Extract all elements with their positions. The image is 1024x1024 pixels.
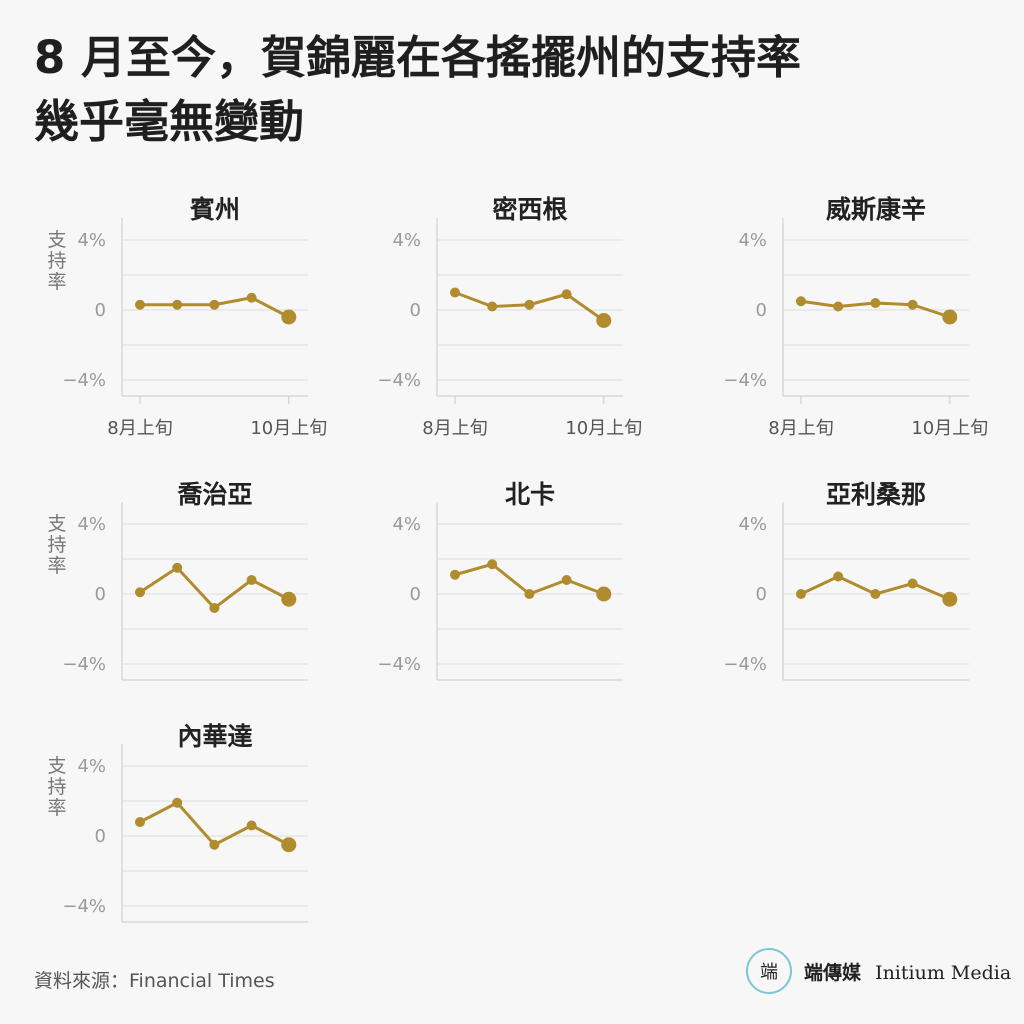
y-tick-label: −4% [723, 654, 767, 675]
panel-title: 賓州 [189, 195, 240, 224]
y-tick-label: −4% [62, 654, 106, 675]
panel-title: 威斯康辛 [826, 195, 926, 224]
series-line [139, 801, 290, 847]
x-tick-label: 8月上旬 [107, 418, 172, 439]
chart-panel: 亞利桑那 4% 0 −4% [723, 480, 969, 681]
data-point [135, 299, 145, 310]
latest-point [596, 313, 612, 328]
data-point [907, 299, 918, 310]
data-point [796, 589, 806, 599]
series-line [139, 566, 290, 610]
latest-point [281, 309, 297, 325]
brand-name-zh: 端傳媒 [804, 962, 862, 984]
data-point [833, 571, 844, 582]
latest-point [596, 586, 612, 602]
data-point [135, 587, 145, 598]
data-point [870, 589, 881, 599]
data-point [870, 298, 881, 308]
data-point [907, 578, 918, 589]
x-tick-label: 10月上旬 [565, 418, 642, 439]
y-tick-label: −4% [62, 896, 106, 917]
y-tick-label: 4% [77, 514, 106, 535]
data-point [796, 296, 806, 307]
x-tick-label: 10月上旬 [250, 418, 327, 439]
page-title: 8 月至今，賀錦麗在各搖擺州的支持率 幾乎毫無變動 [34, 31, 801, 148]
y-tick-label: 4% [77, 230, 106, 251]
data-point [172, 299, 183, 310]
y-tick-label: 4% [392, 514, 421, 535]
latest-point [281, 591, 297, 607]
logo-glyph: 端 [760, 962, 778, 983]
panel-title: 北卡 [505, 480, 555, 509]
data-point [561, 289, 572, 300]
latest-point [281, 837, 297, 853]
y-tick-label: 4% [77, 756, 106, 777]
y-axis-label: 率 [47, 271, 66, 293]
latest-point [942, 591, 958, 607]
y-tick-label: 0 [410, 300, 421, 321]
data-point [487, 559, 498, 570]
y-axis-label: 持 [47, 776, 66, 798]
data-point [172, 562, 183, 573]
data-point [209, 839, 220, 850]
data-point [209, 603, 220, 613]
y-axis-label: 率 [47, 797, 66, 819]
y-tick-label: 0 [95, 826, 106, 847]
initium-logo-icon: 端 [746, 948, 792, 994]
x-tick-label: 10月上旬 [911, 418, 988, 439]
panel-title: 內華達 [177, 722, 252, 751]
y-axis-label: 持 [47, 534, 66, 556]
y-tick-label: −4% [62, 370, 106, 391]
source-note: 資料來源：Financial Times [34, 970, 275, 992]
y-axis-label: 支 [47, 229, 66, 251]
data-point [209, 299, 220, 310]
chart-panel: 北卡 4% 0 −4% [377, 480, 623, 681]
chart-panel: 內華達 4% 0 −4% 支持率 [47, 722, 308, 923]
data-point [246, 292, 257, 303]
x-tick-label: 8月上旬 [422, 418, 487, 439]
data-point [524, 299, 535, 310]
chart-panel: 賓州 4% 0 −4% 支持率 8月上旬 10月上旬 [47, 195, 327, 439]
data-point [172, 797, 183, 808]
y-tick-label: 0 [756, 584, 767, 605]
data-point [833, 301, 844, 312]
data-point [561, 575, 572, 585]
y-tick-label: 0 [756, 300, 767, 321]
panel-title: 喬治亞 [176, 480, 252, 509]
brand-name: 端傳媒 Initium Media [804, 958, 1011, 985]
y-tick-label: 0 [95, 584, 106, 605]
data-point [524, 589, 535, 599]
y-axis-label: 率 [47, 555, 66, 577]
chart-panel: 喬治亞 4% 0 −4% 支持率 [47, 480, 308, 681]
y-tick-label: −4% [723, 370, 767, 391]
data-point [450, 287, 460, 298]
x-tick-label: 8月上旬 [768, 418, 833, 439]
brand-name-en: Initium Media [875, 962, 1012, 984]
y-axis-label: 支 [47, 513, 66, 535]
data-point [246, 575, 257, 585]
latest-point [942, 309, 958, 325]
y-tick-label: 0 [410, 584, 421, 605]
y-tick-label: 0 [95, 300, 106, 321]
y-tick-label: −4% [377, 370, 421, 391]
y-axis-label: 支 [47, 755, 66, 777]
data-point [487, 301, 498, 312]
data-point [246, 820, 257, 831]
y-tick-label: 4% [392, 230, 421, 251]
y-tick-label: −4% [377, 654, 421, 675]
data-point [135, 817, 145, 827]
panel-title: 亞利桑那 [826, 480, 926, 509]
chart-panel: 威斯康辛 4% 0 −4% 8月上旬 10月上旬 [723, 195, 988, 439]
y-axis-label: 持 [47, 250, 66, 272]
panel-title: 密西根 [492, 195, 567, 224]
data-point [450, 569, 460, 580]
y-tick-label: 4% [738, 514, 767, 535]
y-tick-label: 4% [738, 230, 767, 251]
chart-panel: 密西根 4% 0 −4% 8月上旬 10月上旬 [377, 195, 642, 439]
